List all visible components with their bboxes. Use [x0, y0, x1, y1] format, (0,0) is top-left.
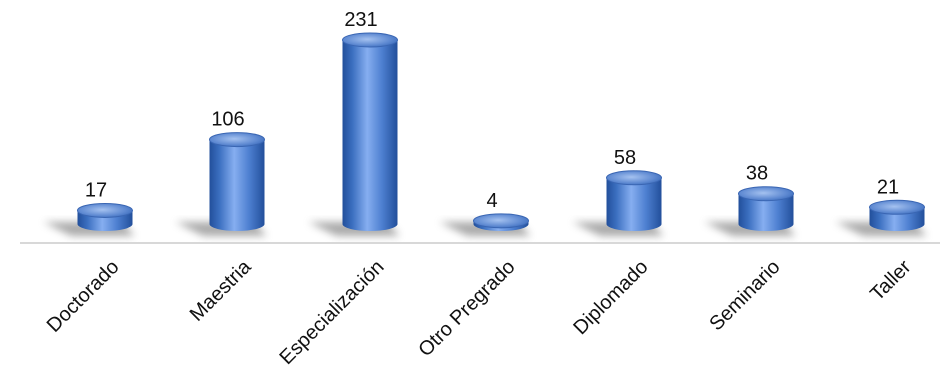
category-labels-layer: Doctorado Maestria Especialización Otro Pre… [43, 255, 916, 369]
bar-Maestria [209, 139, 265, 231]
bar-top-4 [606, 170, 662, 186]
category-label-3: Otro Pregrado [414, 256, 519, 361]
bar-top-2 [342, 32, 398, 48]
value-label-3: 4 [486, 190, 497, 212]
bar-top-3 [473, 213, 529, 229]
value-label-5: 38 [746, 163, 768, 185]
category-label-5: Seminario [705, 256, 784, 335]
bar-Seminario [738, 193, 794, 231]
bar-Diplomado [606, 177, 662, 231]
category-label-0: Doctorado [43, 256, 124, 337]
bar-top-6 [869, 199, 925, 215]
category-label-2: Especialización [275, 256, 388, 369]
value-labels-layer: 17 106 231 4 58 38 21 [85, 9, 899, 212]
category-label-4: Diplomado [569, 256, 652, 339]
bar-top-1 [209, 132, 265, 148]
category-label-6: Taller [866, 256, 916, 306]
value-label-2: 231 [344, 9, 377, 31]
value-label-4: 58 [614, 147, 636, 169]
bar-Especialización [342, 40, 398, 231]
bar-top-0 [77, 202, 133, 218]
bars-layer [77, 32, 925, 231]
bar-top-5 [738, 186, 794, 202]
category-label-1: Maestria [186, 255, 256, 325]
value-label-6: 21 [877, 176, 899, 198]
value-label-1: 106 [211, 109, 244, 131]
value-label-0: 17 [85, 179, 107, 201]
